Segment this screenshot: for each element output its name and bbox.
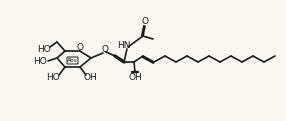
Text: O: O: [142, 18, 148, 26]
Text: HN: HN: [117, 41, 131, 49]
Text: O: O: [76, 42, 84, 52]
Text: Abs: Abs: [67, 58, 78, 63]
Text: O: O: [102, 45, 108, 54]
Text: OH: OH: [83, 73, 97, 83]
Text: OH: OH: [128, 72, 142, 82]
FancyBboxPatch shape: [67, 57, 78, 64]
Text: HO: HO: [33, 57, 47, 65]
Text: HO: HO: [37, 45, 51, 53]
Text: HO: HO: [46, 73, 60, 83]
